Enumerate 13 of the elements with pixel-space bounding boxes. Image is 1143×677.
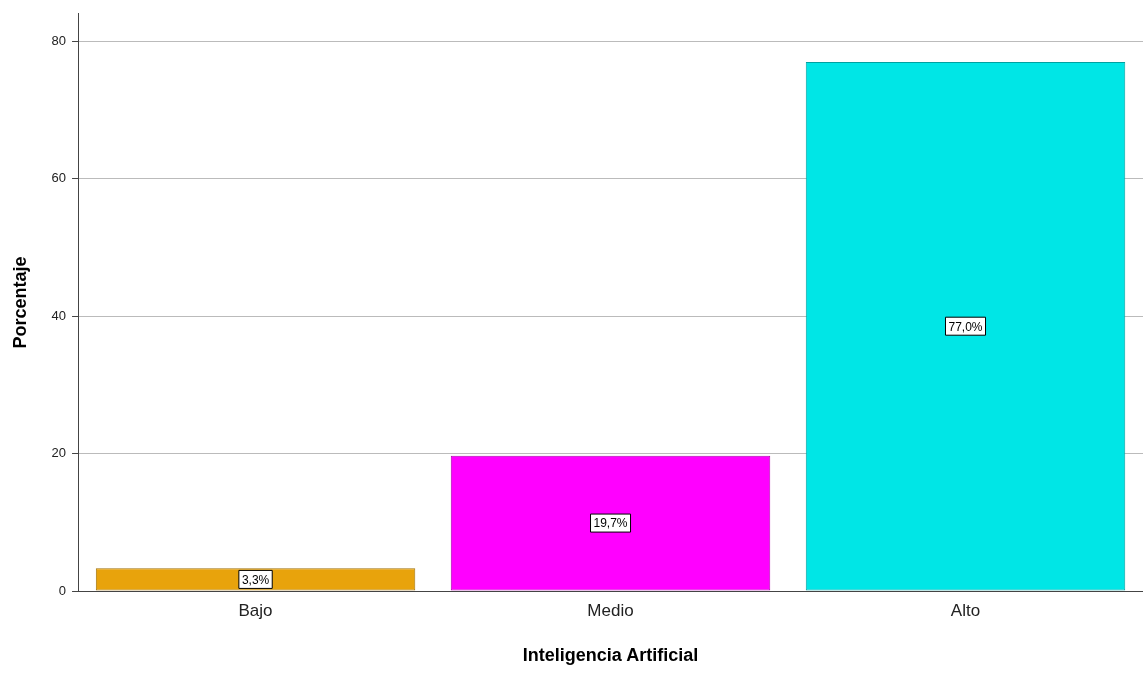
y-tick-label: 20: [51, 445, 67, 461]
data-label: 77,0%: [948, 319, 983, 334]
x-tick-label: Bajo: [238, 600, 273, 620]
y-tick-label: 40: [51, 307, 67, 323]
x-axis-title: Inteligencia Artificial: [522, 645, 699, 666]
y-tick-label: 80: [51, 32, 67, 48]
data-label: 3,3%: [241, 572, 270, 587]
y-axis-title: Porcentaje: [9, 256, 30, 349]
x-tick-label: Alto: [950, 600, 981, 620]
data-label: 19,7%: [593, 516, 628, 531]
y-tick-label: 0: [58, 582, 67, 598]
x-tick-label: Medio: [587, 600, 634, 620]
y-tick-label: 60: [51, 170, 67, 186]
